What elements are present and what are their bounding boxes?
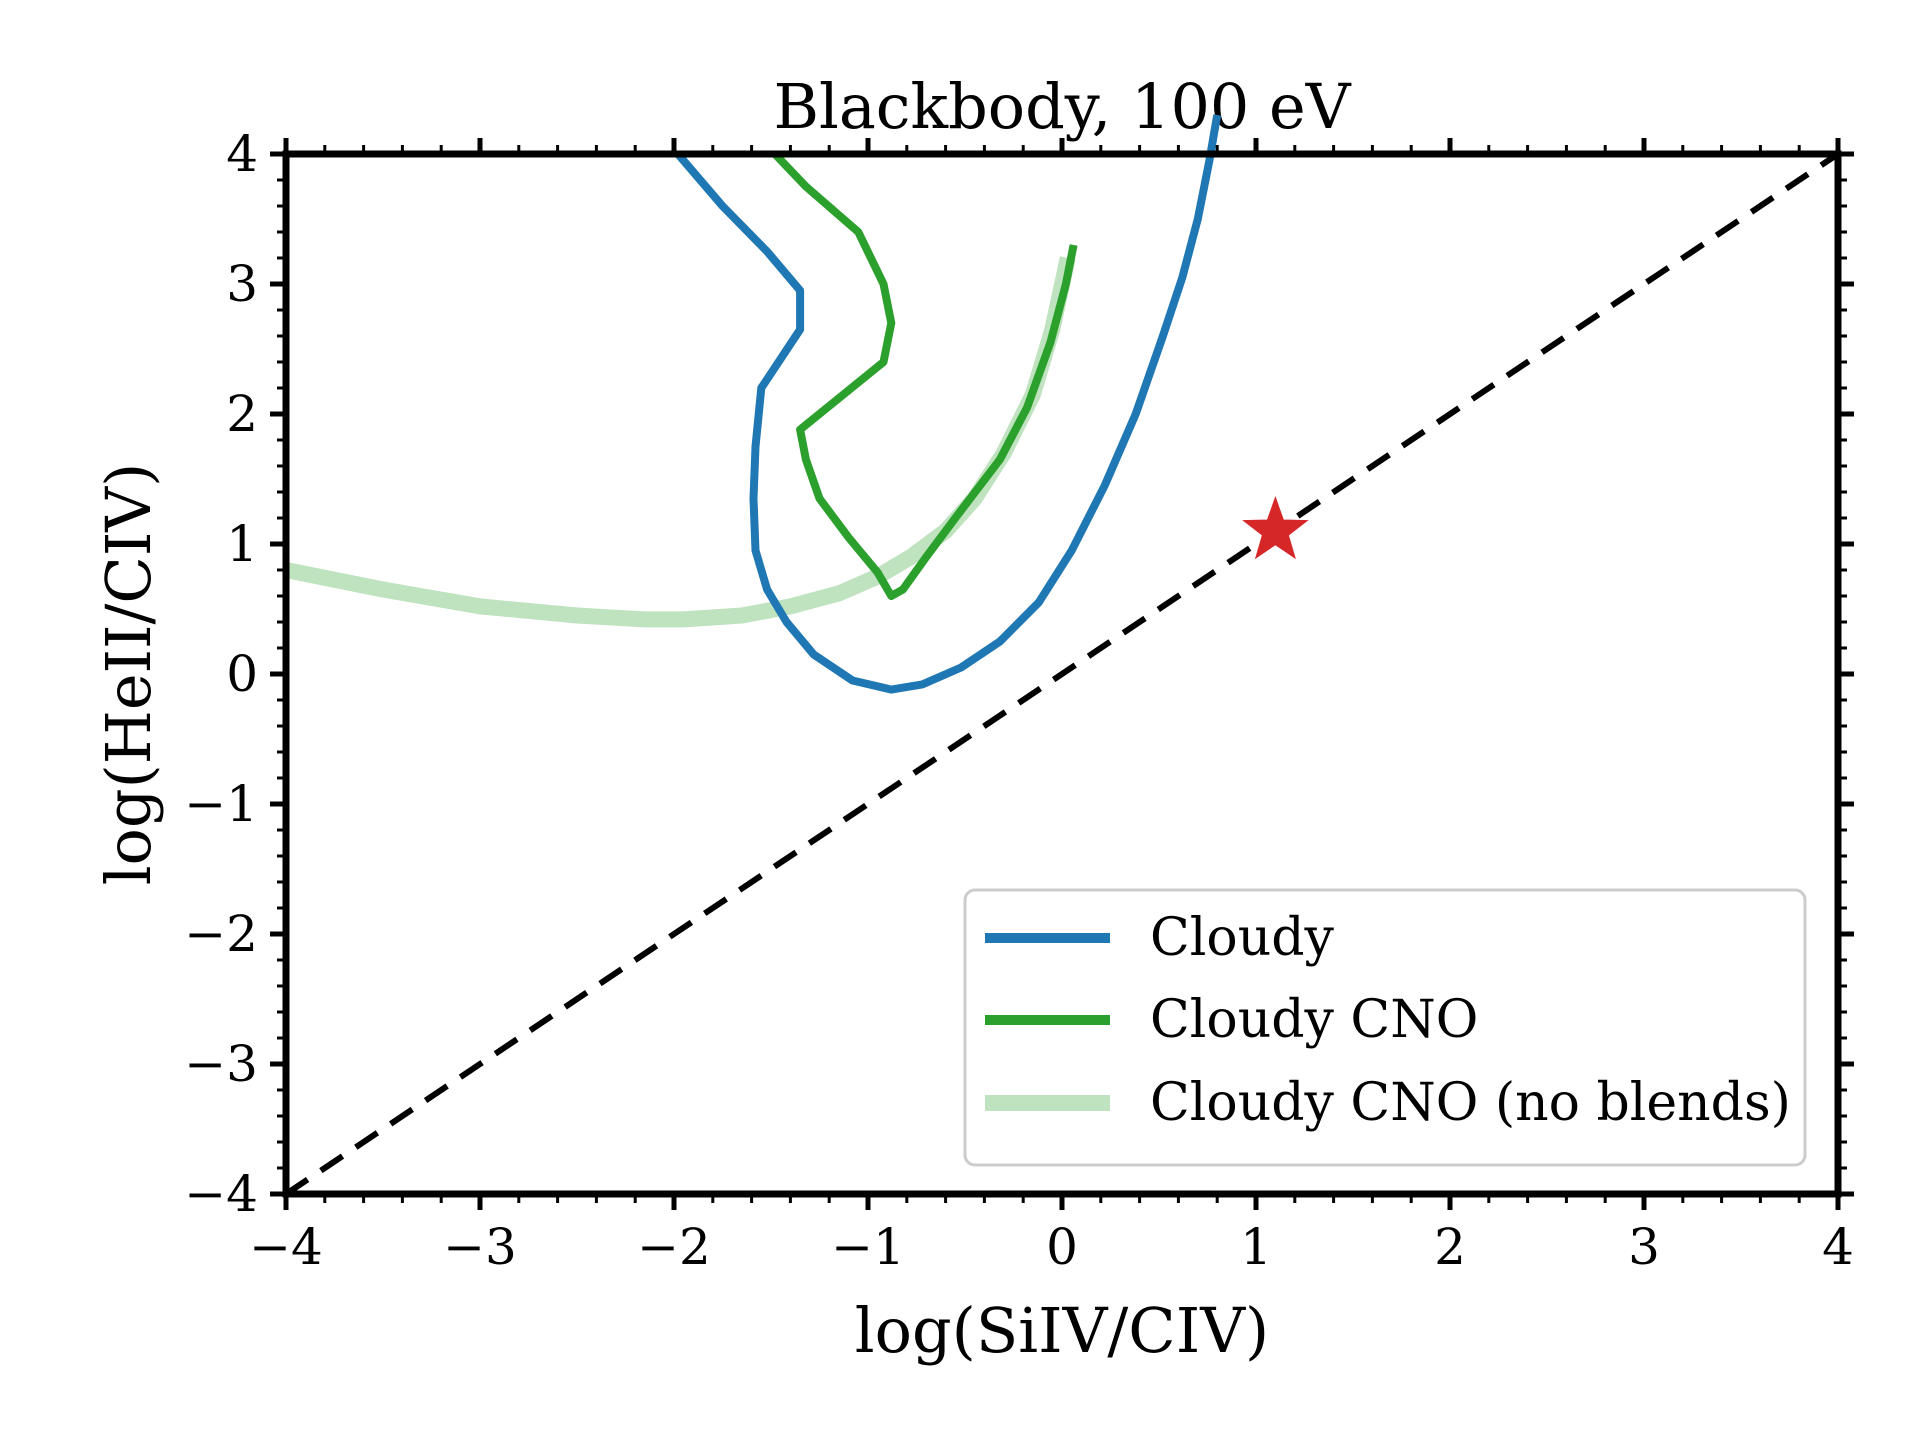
legend-label-cloudy-cno-no-blends: Cloudy CNO (no blends) bbox=[1150, 1073, 1791, 1133]
x-tick-label: 0 bbox=[1046, 1218, 1078, 1276]
series-layer bbox=[284, 114, 1840, 1197]
star-marker bbox=[1242, 495, 1309, 560]
x-tick-label: 2 bbox=[1434, 1218, 1466, 1276]
y-axis-label: log(HeII/CIV) bbox=[92, 463, 165, 886]
y-tick-label: 4 bbox=[226, 125, 258, 183]
x-tick-label: −1 bbox=[831, 1218, 905, 1276]
x-tick-label: −4 bbox=[249, 1218, 323, 1276]
legend-label-cloudy-cno: Cloudy CNO bbox=[1150, 990, 1478, 1050]
x-axis-label: log(SiIV/CIV) bbox=[855, 1294, 1269, 1367]
series-line-cloudy-cno bbox=[772, 151, 1078, 600]
y-tick-label: 3 bbox=[226, 255, 258, 313]
y-tick-label: 2 bbox=[226, 385, 258, 443]
x-tick-label: 3 bbox=[1628, 1218, 1660, 1276]
y-tick-label: −3 bbox=[184, 1035, 258, 1093]
y-tick-label: −1 bbox=[184, 775, 258, 833]
series-line-cloudy bbox=[674, 114, 1222, 694]
y-tick-label: 0 bbox=[226, 645, 258, 703]
tick-layer: −4 −3 −2 −1 0 1 2 3 4 −4 −3 −2 −1 0 1 2 3 4 bbox=[184, 125, 1854, 1276]
y-tick-label: −2 bbox=[184, 905, 258, 963]
x-tick-label: −2 bbox=[637, 1218, 711, 1276]
x-tick-label: −3 bbox=[443, 1218, 517, 1276]
legend-frame bbox=[963, 888, 1807, 1167]
x-tick-label: 1 bbox=[1240, 1218, 1272, 1276]
y-tick-label: −4 bbox=[184, 1165, 258, 1223]
plot-frame bbox=[282, 150, 1842, 1198]
x-tick-label: 4 bbox=[1822, 1218, 1854, 1276]
y-tick-label: 1 bbox=[226, 515, 258, 573]
legend-label-cloudy: Cloudy bbox=[1150, 908, 1335, 968]
reference-line-dashed bbox=[284, 151, 1840, 1197]
legend: Cloudy Cloudy CNO Cloudy CNO (no blends) bbox=[963, 888, 1807, 1167]
chart-title: Blackbody, 100 eV bbox=[773, 70, 1351, 143]
